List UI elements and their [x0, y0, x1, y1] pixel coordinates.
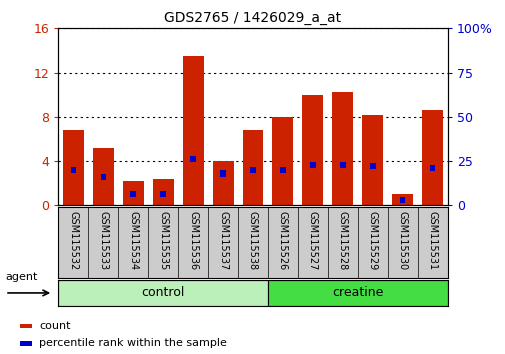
Bar [429, 165, 435, 171]
Bar [160, 191, 165, 197]
Text: percentile rank within the sample: percentile rank within the sample [39, 338, 227, 348]
Bar [280, 167, 285, 173]
Bar [332, 92, 352, 205]
Bar [220, 170, 225, 177]
Bar [250, 167, 255, 173]
Text: GSM115537: GSM115537 [218, 211, 228, 270]
Text: creatine: creatine [332, 286, 383, 299]
Text: GSM115531: GSM115531 [427, 211, 437, 270]
Text: control: control [141, 286, 184, 299]
Text: GSM115538: GSM115538 [247, 211, 258, 270]
Text: GSM115528: GSM115528 [337, 211, 347, 270]
Bar [310, 161, 315, 168]
Bar [399, 197, 405, 203]
Bar [20, 324, 32, 328]
Bar [362, 115, 383, 205]
Text: GSM115532: GSM115532 [68, 211, 78, 270]
Text: count: count [39, 321, 71, 331]
Bar [100, 174, 106, 180]
Text: agent: agent [5, 272, 37, 282]
Text: GDS2765 / 1426029_a_at: GDS2765 / 1426029_a_at [164, 11, 341, 25]
Bar [182, 56, 203, 205]
Bar [340, 161, 345, 168]
Bar [58, 280, 268, 306]
Bar [370, 163, 375, 170]
Text: GSM115526: GSM115526 [277, 211, 287, 270]
Bar [391, 194, 413, 205]
Bar [212, 161, 233, 205]
Bar [130, 191, 135, 197]
Text: GSM115533: GSM115533 [98, 211, 108, 270]
Bar [268, 280, 447, 306]
Text: GSM115527: GSM115527 [308, 211, 317, 270]
Bar [242, 130, 263, 205]
Text: GSM115534: GSM115534 [128, 211, 138, 270]
Bar [122, 181, 143, 205]
Bar [190, 156, 195, 162]
Text: GSM115530: GSM115530 [397, 211, 407, 270]
Text: GSM115529: GSM115529 [367, 211, 377, 270]
Bar [272, 117, 293, 205]
Bar [20, 341, 32, 346]
Bar [422, 110, 442, 205]
Bar [92, 148, 114, 205]
Text: GSM115535: GSM115535 [158, 211, 168, 270]
Bar [302, 95, 323, 205]
Bar [153, 179, 173, 205]
Bar [70, 167, 76, 173]
Bar [63, 130, 83, 205]
Text: GSM115536: GSM115536 [188, 211, 197, 270]
